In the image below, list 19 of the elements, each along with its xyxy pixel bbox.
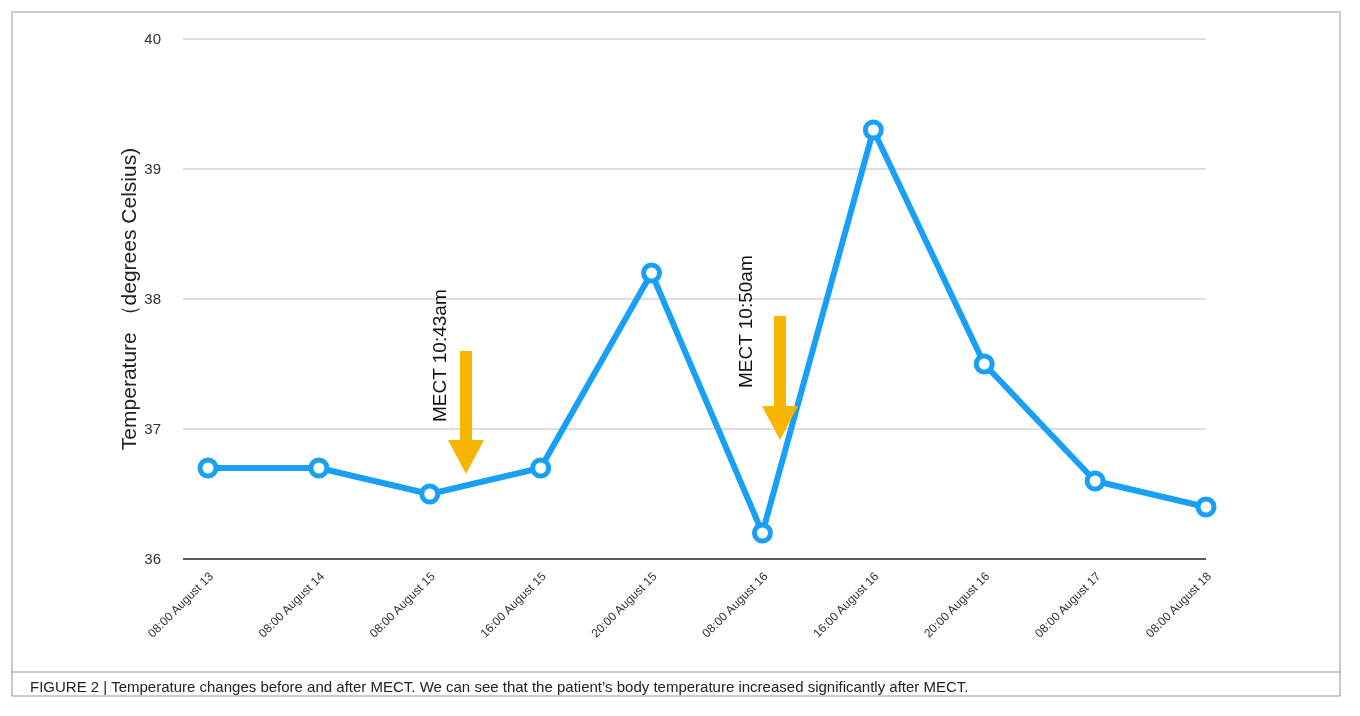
caption: FIGURE 2 | Temperature changes before and after MECT. We can see that the patient’s body temperature increased significantly after MECT. — [30, 678, 969, 695]
point — [751, 522, 773, 544]
annotation: MECT 10:43am — [429, 289, 450, 422]
point — [197, 457, 219, 479]
point — [1084, 470, 1106, 492]
point — [1195, 496, 1217, 518]
point — [530, 457, 552, 479]
point — [862, 119, 884, 141]
y-axis-title: Temperature （degrees Celsius) — [117, 147, 140, 451]
point — [973, 353, 995, 375]
annotation: MECT 10:50am — [735, 255, 756, 388]
y-tick-label: 37 — [144, 420, 161, 438]
y-tick-label: 40 — [144, 30, 161, 48]
point — [308, 457, 330, 479]
point — [641, 262, 663, 284]
point — [419, 483, 441, 505]
y-tick-label: 36 — [144, 550, 161, 568]
y-tick-label: 39 — [144, 160, 161, 178]
y-tick-label: 38 — [144, 290, 161, 308]
